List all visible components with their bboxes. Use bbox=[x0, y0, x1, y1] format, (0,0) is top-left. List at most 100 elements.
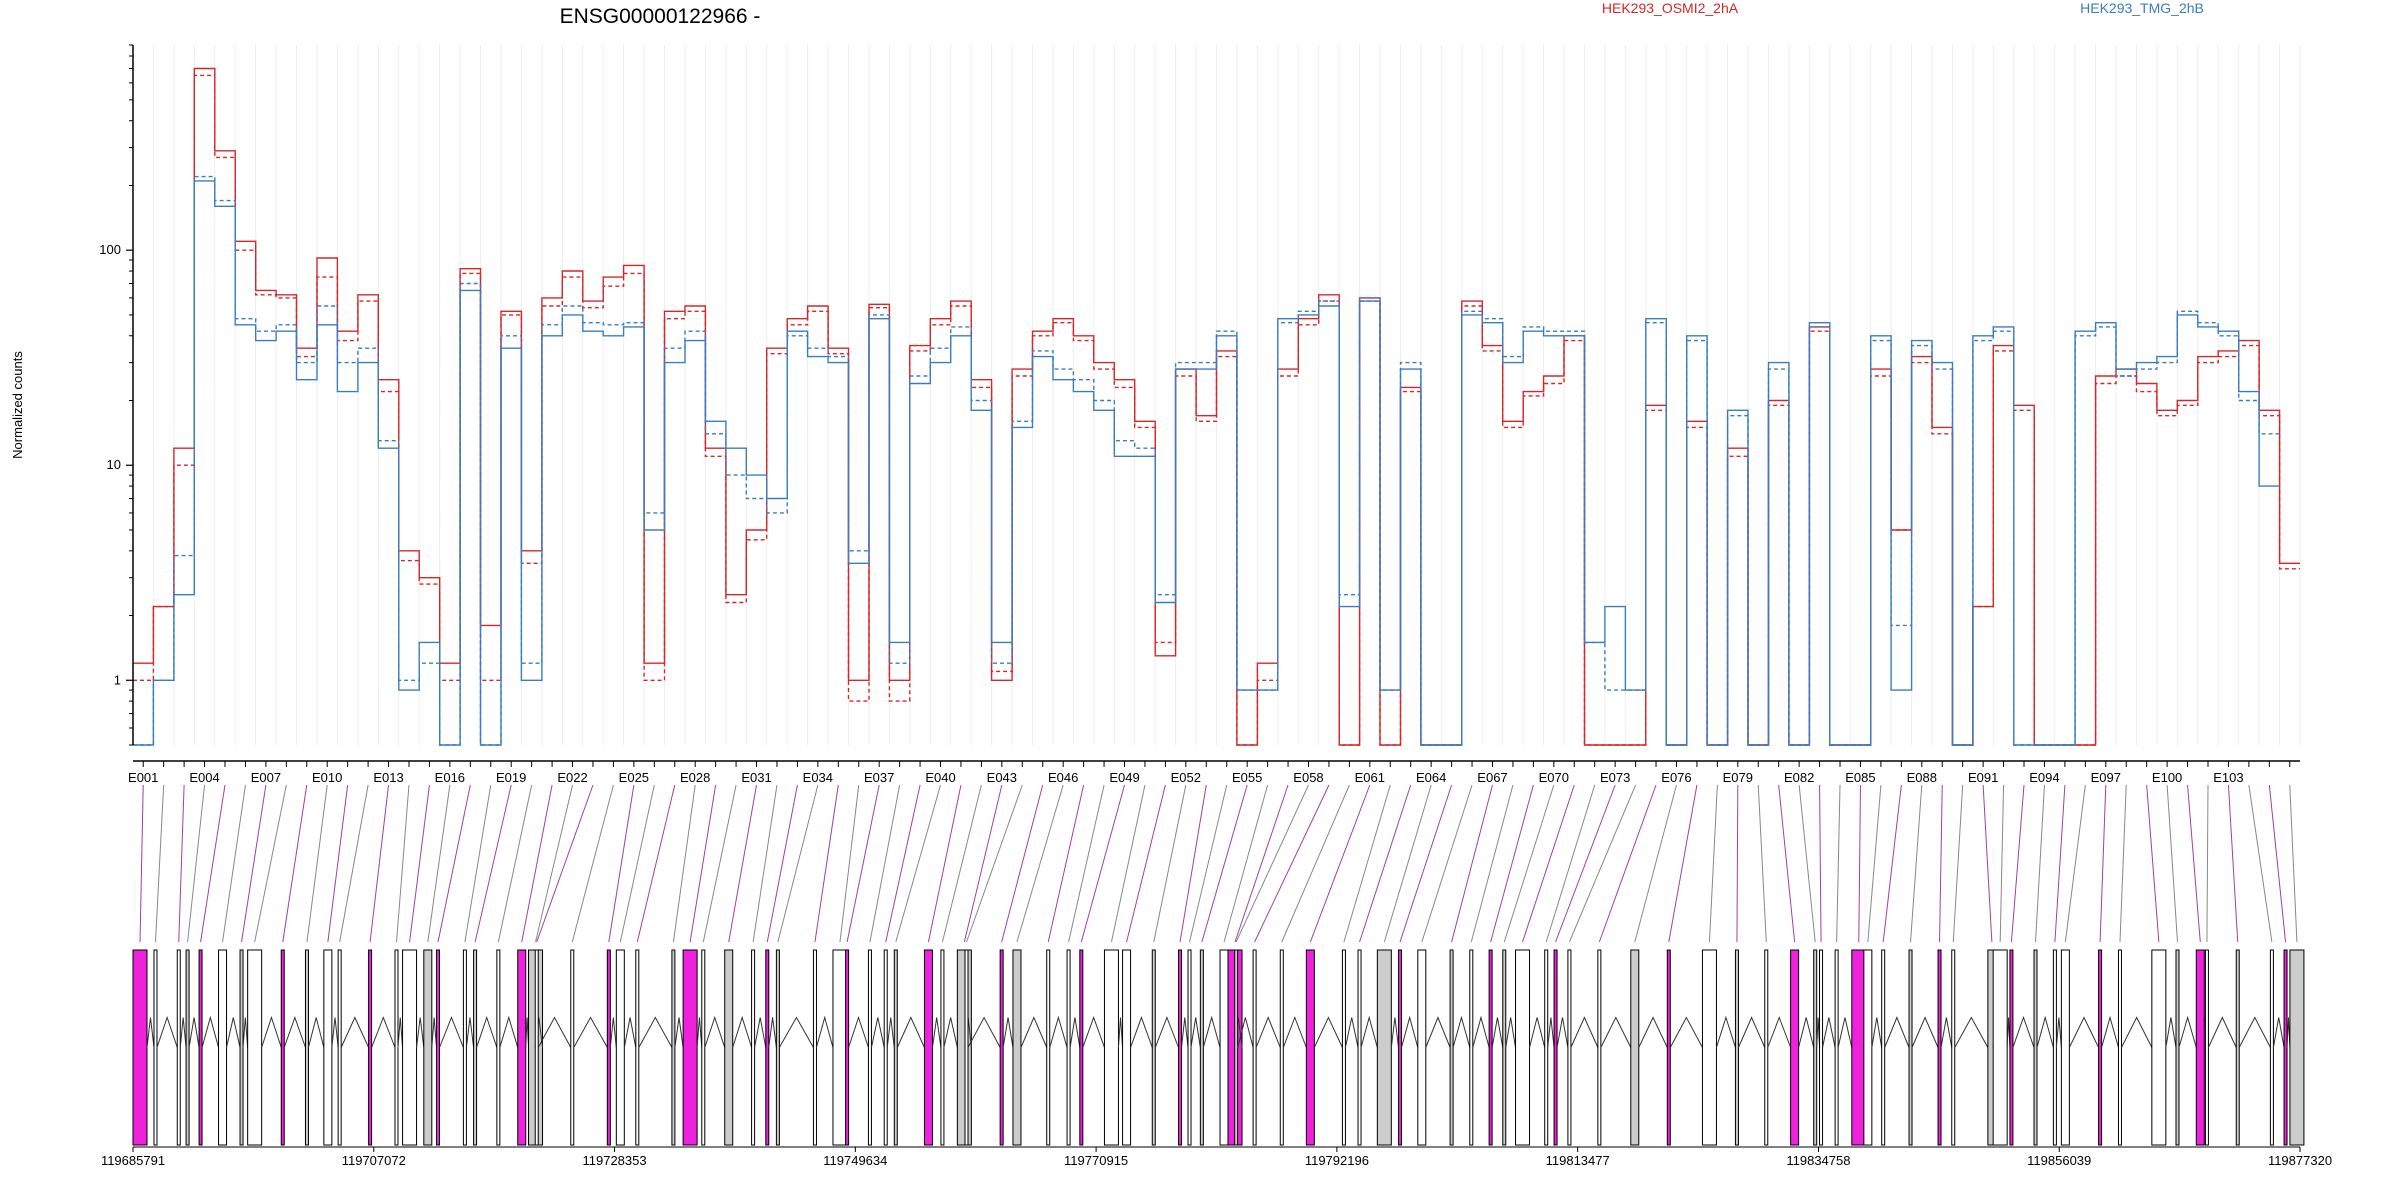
exon-box bbox=[1151, 949, 1156, 1146]
series-line-3 bbox=[133, 175, 2280, 746]
exon-box bbox=[394, 949, 399, 1146]
intron-line bbox=[146, 1017, 155, 1048]
connector-line bbox=[636, 784, 676, 943]
connector-line bbox=[1503, 784, 1555, 943]
x-tick-label: E025 bbox=[619, 770, 649, 785]
exon-box bbox=[153, 949, 158, 1146]
exon-box bbox=[2117, 949, 2122, 1146]
exon-box bbox=[1819, 949, 1824, 1146]
connector-line bbox=[1555, 784, 1616, 943]
exon-box bbox=[1397, 949, 1402, 1146]
exon-box bbox=[1122, 949, 1132, 1146]
exon-box bbox=[1417, 949, 1427, 1146]
exon-box bbox=[2204, 949, 2209, 1146]
exon-box bbox=[1515, 949, 1531, 1146]
connector-line bbox=[1068, 784, 1105, 943]
x-tick-label: E085 bbox=[1845, 770, 1875, 785]
exon-box bbox=[1012, 949, 1022, 1146]
exon-box bbox=[2009, 949, 2014, 1146]
exon-box bbox=[2289, 949, 2305, 1146]
intron-line bbox=[1202, 1015, 1221, 1048]
intron-line bbox=[1911, 1016, 1939, 1048]
exon-box bbox=[1305, 949, 1315, 1146]
connector-line bbox=[1598, 784, 1657, 943]
intron-line bbox=[1737, 1016, 1766, 1048]
genomic-tick-label: 119813477 bbox=[1546, 1153, 1610, 1168]
intron-line bbox=[2036, 1015, 2054, 1048]
intron-line bbox=[1505, 1017, 1517, 1048]
intron-line bbox=[1237, 1017, 1254, 1048]
intron-line bbox=[397, 1017, 404, 1048]
connector-line bbox=[427, 784, 451, 943]
x-tick-label: E019 bbox=[496, 770, 526, 785]
x-tick-label: E058 bbox=[1293, 770, 1323, 785]
exon-box bbox=[239, 949, 244, 1146]
intron-line bbox=[1669, 1016, 1703, 1048]
x-tick-label: E031 bbox=[741, 770, 771, 785]
exon-box bbox=[218, 949, 228, 1146]
exon-box bbox=[1469, 949, 1474, 1146]
connector-line bbox=[1952, 784, 1964, 943]
connector-line bbox=[327, 784, 349, 943]
intron-line bbox=[476, 1015, 498, 1048]
intron-line bbox=[439, 1016, 464, 1048]
connector-line bbox=[1910, 784, 1923, 943]
connector-line bbox=[521, 784, 553, 943]
exon-box bbox=[198, 949, 203, 1146]
exon-box bbox=[1066, 949, 1071, 1146]
genomic-tick-label: 119856039 bbox=[2027, 1153, 2091, 1168]
exon-box bbox=[1908, 949, 1913, 1146]
genomic-tick-label: 119770915 bbox=[1064, 1153, 1128, 1168]
connector-line bbox=[1999, 784, 2005, 943]
exon-box bbox=[1666, 949, 1671, 1146]
connector-line bbox=[2146, 784, 2160, 943]
exon-box bbox=[1279, 949, 1284, 1146]
series-layer bbox=[133, 67, 2300, 746]
intron-line bbox=[416, 1017, 425, 1048]
x-tick-label: E037 bbox=[864, 770, 894, 785]
exon-box bbox=[1376, 949, 1392, 1146]
series-line-1 bbox=[133, 74, 2300, 746]
connector-line bbox=[222, 784, 246, 943]
y-tick-label: 100 bbox=[99, 242, 121, 257]
exon-box bbox=[423, 949, 433, 1146]
connector-line bbox=[1545, 784, 1596, 943]
y-tick-label: 10 bbox=[107, 457, 121, 472]
chart-title: ENSG00000122966 - bbox=[560, 5, 761, 28]
x-tick-label: E034 bbox=[803, 770, 833, 785]
intron-line bbox=[1390, 1017, 1399, 1048]
connector-line bbox=[1668, 784, 1698, 943]
intron-line bbox=[870, 1017, 885, 1048]
exon-box bbox=[1630, 949, 1640, 1146]
y-axis-label: Normalized counts bbox=[10, 351, 25, 459]
intron-line bbox=[1798, 1017, 1815, 1048]
exon-box bbox=[999, 949, 1004, 1146]
connector-line bbox=[1235, 784, 1309, 943]
exon-box bbox=[2269, 949, 2274, 1146]
exon-box bbox=[1219, 949, 1229, 1146]
exon-box bbox=[1079, 949, 1084, 1146]
connector-line bbox=[1383, 784, 1432, 943]
genomic-tick-label: 119749634 bbox=[823, 1153, 887, 1168]
connector-line bbox=[814, 784, 839, 943]
exon-connector-lines bbox=[139, 784, 2298, 943]
connector-line bbox=[728, 784, 758, 943]
gene-model bbox=[132, 949, 2305, 1146]
connector-line bbox=[339, 784, 369, 943]
intron-line bbox=[499, 1015, 519, 1048]
connector-line bbox=[1309, 784, 1371, 943]
exon-box bbox=[832, 949, 848, 1146]
exon-box bbox=[923, 949, 933, 1146]
x-tick-label: E046 bbox=[1048, 770, 1078, 785]
exon-box bbox=[964, 949, 969, 1146]
connector-line bbox=[139, 784, 144, 943]
intron-line bbox=[623, 1017, 637, 1048]
intron-line bbox=[1556, 1017, 1569, 1048]
exon-box bbox=[812, 949, 817, 1146]
exon-box bbox=[940, 949, 945, 1146]
x-tick-label: E040 bbox=[925, 770, 955, 785]
connector-line bbox=[1254, 784, 1330, 943]
exon-box bbox=[724, 949, 734, 1146]
intron-line bbox=[638, 1016, 673, 1048]
connector-line bbox=[752, 784, 778, 943]
